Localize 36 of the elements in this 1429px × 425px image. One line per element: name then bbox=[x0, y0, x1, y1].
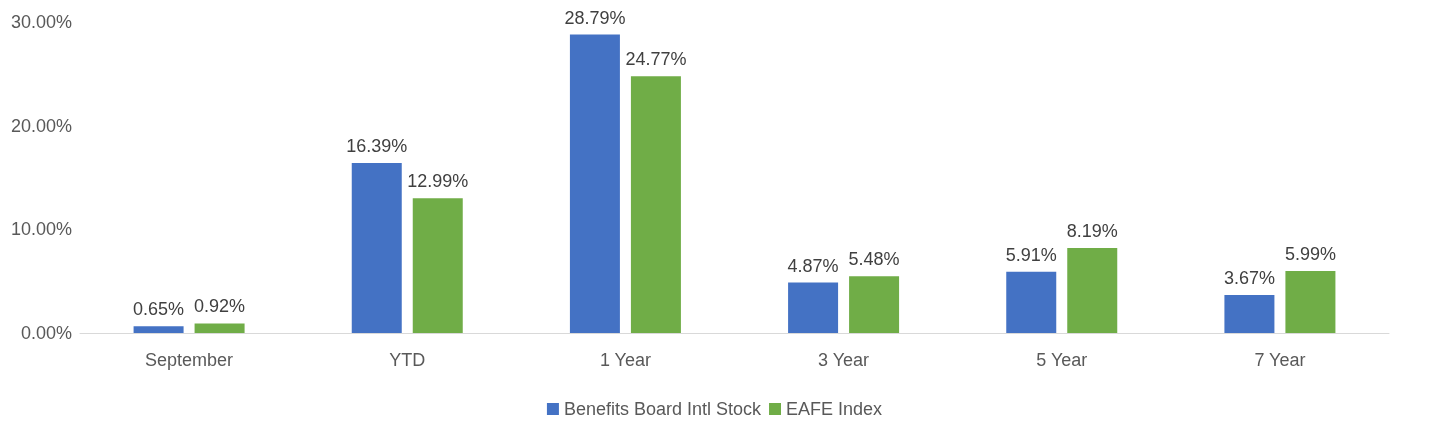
bar bbox=[788, 282, 839, 333]
data-label: 16.39% bbox=[346, 136, 408, 157]
bar bbox=[630, 76, 681, 333]
x-tick-label: 3 Year bbox=[818, 350, 870, 370]
bar bbox=[1006, 271, 1057, 333]
x-tick-label: 5 Year bbox=[1036, 350, 1088, 370]
data-label: 0.65% bbox=[133, 299, 185, 320]
bar bbox=[351, 163, 402, 333]
bar bbox=[1067, 248, 1118, 333]
bar bbox=[849, 276, 900, 333]
bar bbox=[194, 323, 245, 333]
y-tick-label: 0.00% bbox=[20, 323, 72, 343]
data-label: 5.99% bbox=[1284, 243, 1336, 264]
y-tick-label: 30.00% bbox=[10, 12, 72, 32]
bar bbox=[1224, 294, 1275, 333]
bar bbox=[1285, 270, 1336, 333]
bar bbox=[569, 34, 620, 333]
data-label: 8.19% bbox=[1066, 221, 1118, 242]
data-label: 5.48% bbox=[848, 249, 900, 270]
x-tick-label: September bbox=[145, 350, 234, 370]
y-tick-label: 10.00% bbox=[10, 219, 72, 240]
data-label: 12.99% bbox=[407, 171, 469, 192]
data-label: 3.67% bbox=[1223, 267, 1275, 288]
legend-label: Benefits Board Intl Stock bbox=[563, 399, 763, 419]
x-tick-label: 7 Year bbox=[1254, 350, 1306, 370]
data-label: 4.87% bbox=[787, 255, 839, 276]
x-tick-label: 1 Year bbox=[599, 350, 651, 370]
y-tick-label: 20.00% bbox=[10, 115, 72, 136]
data-label: 28.79% bbox=[564, 7, 626, 28]
bar bbox=[133, 326, 184, 333]
data-label: 0.92% bbox=[194, 296, 246, 317]
data-label: 24.77% bbox=[625, 49, 687, 70]
legend-label: EAFE Index bbox=[786, 399, 883, 419]
x-tick-label: YTD bbox=[389, 350, 426, 370]
data-label: 5.91% bbox=[1005, 244, 1057, 265]
bar bbox=[412, 198, 463, 333]
